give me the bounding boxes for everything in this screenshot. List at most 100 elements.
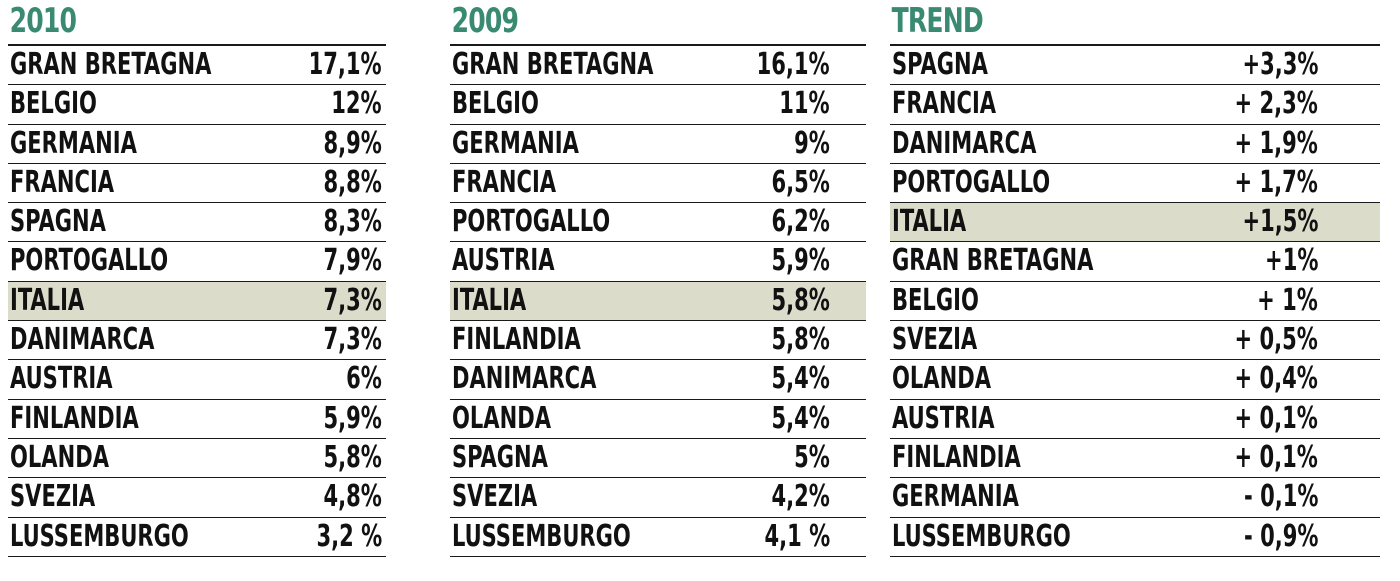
table-row: PORTOGALLO 6,2% [450, 203, 866, 243]
percentage-value: 8,3% [323, 204, 382, 240]
country-name: SPAGNA [452, 439, 548, 475]
table-row: PORTOGALLO 7,9% [8, 242, 386, 282]
table-row: SVEZIA 4,2% [450, 478, 866, 518]
table-row: GERMANIA - 0,1% [890, 478, 1380, 518]
percentage-value: 5,9% [323, 400, 382, 436]
table-row: AUSTRIA 6% [8, 360, 386, 400]
highlight-band [8, 281, 386, 321]
percentage-value: 5,8% [771, 282, 830, 318]
percentage-value: 4,8% [323, 479, 382, 515]
percentage-value: + 1,9% [1234, 125, 1318, 161]
table-row: LUSSEMBURGO 4,1 % [450, 518, 866, 557]
table-row: ITALIA 7,3% [8, 281, 386, 322]
country-name: OLANDA [892, 361, 991, 397]
percentage-value: 12% [331, 86, 382, 122]
country-name: DANIMARCA [452, 361, 597, 397]
percentage-value: + 2,3% [1234, 86, 1318, 122]
percentage-value: 8,9% [323, 125, 382, 161]
percentage-value: 3,2 % [316, 518, 382, 554]
percentage-value: 5% [794, 439, 830, 475]
country-name: FRANCIA [892, 86, 997, 122]
percentage-value: 7,3% [323, 322, 382, 358]
percentage-value: - 0,9% [1243, 518, 1318, 554]
ranking-table: GRAN BRETAGNA 16,1% BELGIO 11% GERMANIA 9% FRA… [450, 44, 866, 557]
country-name: SVEZIA [892, 322, 978, 358]
country-name: SPAGNA [10, 204, 106, 240]
table-row: DANIMARCA + 1,9% [890, 125, 1380, 164]
country-name: FINLANDIA [10, 400, 139, 436]
country-name: DANIMARCA [892, 125, 1037, 161]
percentage-value: 11% [779, 86, 830, 122]
country-name: BELGIO [10, 86, 97, 122]
percentage-value: + 0,1% [1234, 400, 1318, 436]
percentage-value: 4,1 % [764, 518, 830, 554]
percentage-value: 6,2% [771, 204, 830, 240]
highlight-band [450, 281, 866, 321]
table-row: GRAN BRETAGNA 16,1% [450, 46, 866, 86]
percentage-value: 4,2% [771, 479, 830, 515]
table-row: GERMANIA 8,9% [8, 125, 386, 164]
country-name: LUSSEMBURGO [10, 518, 189, 554]
country-name: DANIMARCA [10, 322, 155, 358]
percentage-value: 9% [794, 125, 830, 161]
table-row: OLANDA 5,8% [8, 439, 386, 479]
ranking-table: GRAN BRETAGNA 17,1% BELGIO 12% GERMANIA 8,9% F… [8, 44, 386, 557]
table-row: GRAN BRETAGNA 17,1% [8, 46, 386, 86]
percentage-value: 5,8% [323, 439, 382, 475]
country-name: FRANCIA [10, 164, 115, 200]
country-name: AUSTRIA [10, 361, 113, 397]
percentage-value: + 0,1% [1234, 439, 1318, 475]
percentage-value: 7,9% [323, 243, 382, 279]
country-name: GERMANIA [10, 125, 137, 161]
country-name: AUSTRIA [452, 243, 555, 279]
percentage-value: + 0,4% [1234, 361, 1318, 397]
percentage-value: +1,5% [1241, 204, 1318, 240]
percentage-value: 5,4% [771, 400, 830, 436]
country-name: LUSSEMBURGO [892, 518, 1071, 554]
column-2009: 2009 GRAN BRETAGNA 16,1% BELGIO 11% GERMANIA… [450, 0, 866, 557]
percentage-value: 5,8% [771, 322, 830, 358]
table-row: FRANCIA 6,5% [450, 164, 866, 204]
table-row: GERMANIA 9% [450, 125, 866, 164]
table-row: SPAGNA 5% [450, 439, 866, 479]
percentage-value: +1% [1264, 243, 1318, 279]
country-name: SPAGNA [892, 47, 988, 82]
table-row: FINLANDIA 5,9% [8, 400, 386, 439]
percentage-value: 17,1% [308, 47, 382, 82]
country-name: OLANDA [10, 439, 109, 475]
country-name: OLANDA [452, 400, 551, 436]
country-name: BELGIO [892, 282, 979, 318]
highlight-band [890, 203, 1380, 242]
country-name: GRAN BRETAGNA [452, 47, 654, 82]
country-name: GRAN BRETAGNA [892, 243, 1094, 279]
table-row: ITALIA 5,8% [450, 281, 866, 322]
column-2010: 2010 GRAN BRETAGNA 17,1% BELGIO 12% GERMANIA… [8, 0, 386, 557]
country-name: FRANCIA [452, 164, 557, 200]
percentage-value: 8,8% [323, 164, 382, 200]
country-name: AUSTRIA [892, 400, 995, 436]
table-row: BELGIO + 1% [890, 282, 1380, 322]
country-name: ITALIA [10, 282, 85, 318]
percentage-value: 6,5% [771, 164, 830, 200]
country-name: PORTOGALLO [10, 243, 169, 279]
country-name: ITALIA [892, 204, 967, 240]
percentage-value: + 1,7% [1234, 164, 1318, 200]
percentage-value: 7,3% [323, 282, 382, 318]
table-row: DANIMARCA 7,3% [8, 321, 386, 361]
table-row: DANIMARCA 5,4% [450, 360, 866, 400]
country-name: GRAN BRETAGNA [10, 47, 212, 82]
country-name: FINLANDIA [452, 322, 581, 358]
country-name: ITALIA [452, 282, 527, 318]
table-row: LUSSEMBURGO 3,2 % [8, 518, 386, 557]
table-row: FINLANDIA + 0,1% [890, 439, 1380, 479]
table-row: ITALIA +1,5% [890, 203, 1380, 243]
country-name: SVEZIA [10, 479, 96, 515]
column-trend: TREND SPAGNA +3,3% FRANCIA + 2,3% DANIMARCA +… [890, 0, 1380, 557]
table-row: OLANDA + 0,4% [890, 360, 1380, 400]
percentage-value: + 1% [1257, 282, 1318, 318]
country-name: GERMANIA [452, 125, 579, 161]
country-name: SVEZIA [452, 479, 538, 515]
country-name: FINLANDIA [892, 439, 1021, 475]
table-row: FRANCIA + 2,3% [890, 85, 1380, 125]
percentage-value: 16,1% [756, 47, 830, 82]
